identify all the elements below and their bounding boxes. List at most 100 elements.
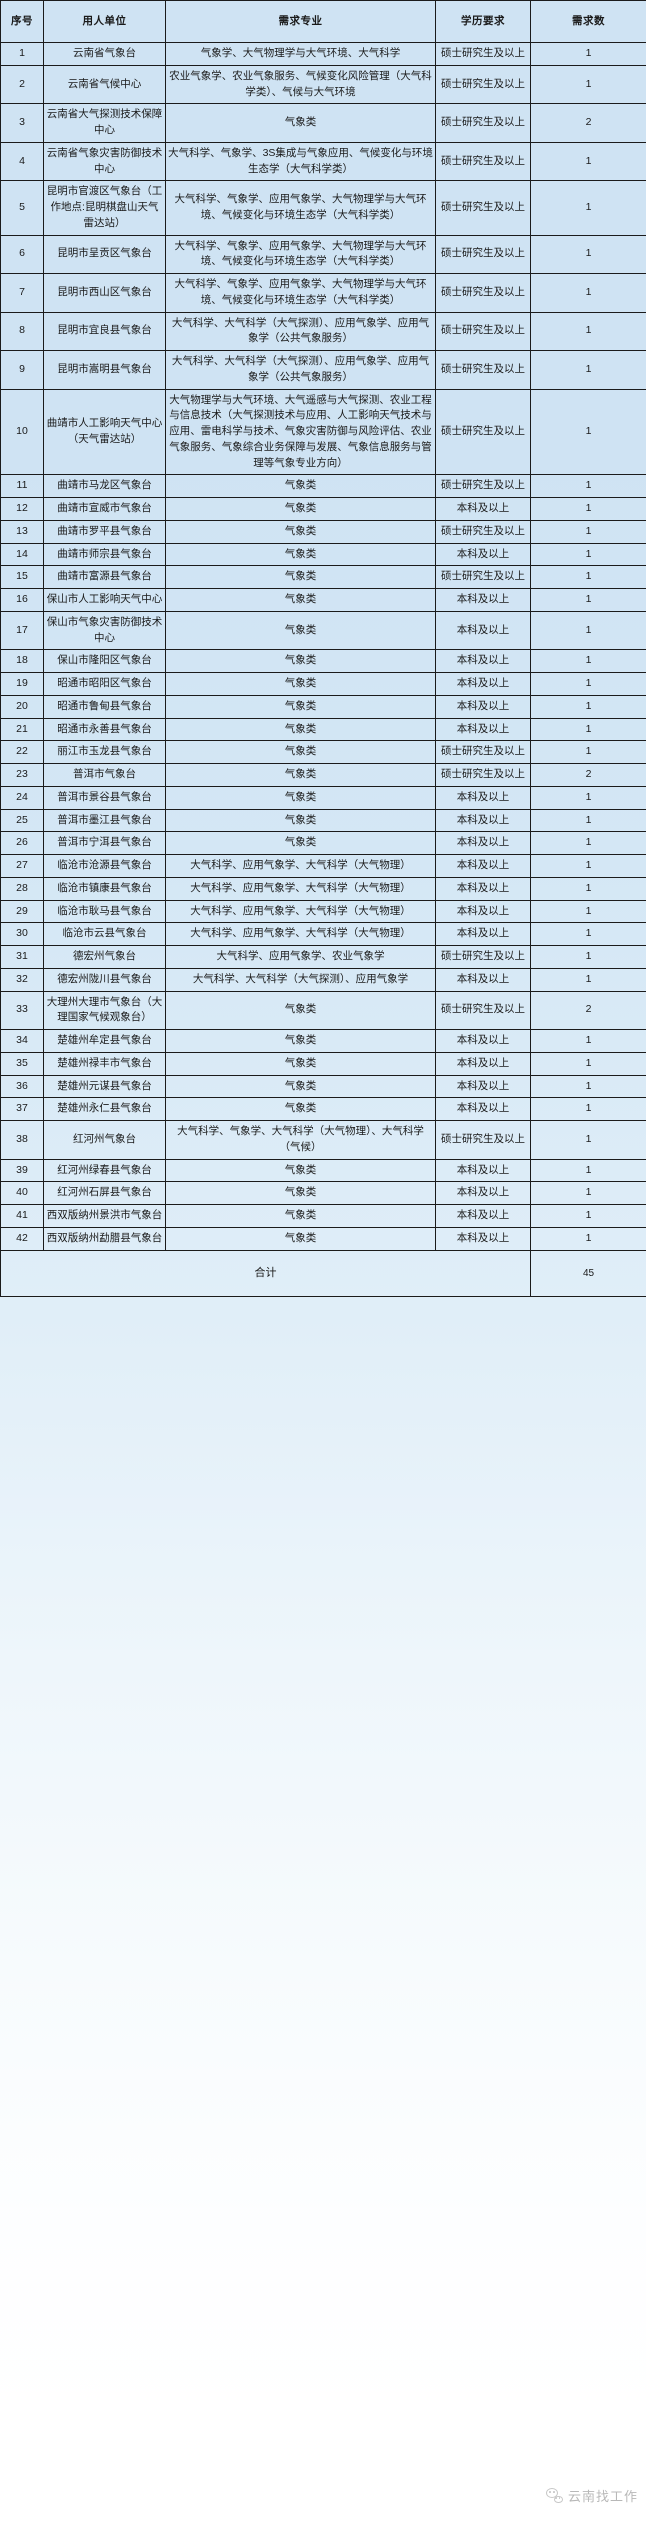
cell-edu: 本科及以上 <box>435 854 531 878</box>
cell-unit: 西双版纳州景洪市气象台 <box>43 1204 166 1228</box>
cell-index: 3 <box>0 103 44 143</box>
cell-quantity: 1 <box>530 1120 646 1160</box>
cell-edu: 本科及以上 <box>435 1181 531 1205</box>
cell-edu: 硕士研究生及以上 <box>435 141 531 182</box>
cell-major: 气象类 <box>165 717 436 742</box>
cell-quantity: 1 <box>530 899 646 924</box>
cell-unit: 昆明市宜良县气象台 <box>43 311 166 351</box>
cell-major: 气象类 <box>165 672 436 696</box>
cell-index: 11 <box>0 474 44 498</box>
table-row: 20 昭通市鲁甸县气象台 气象类 本科及以上 1 <box>0 694 646 719</box>
cell-unit: 西双版纳州勐腊县气象台 <box>43 1226 166 1251</box>
cell-unit: 保山市气象灾害防御技术中心 <box>43 610 166 651</box>
table-row: 33 大理州大理市气象台（大理国家气候观象台） 气象类 硕士研究生及以上 2 <box>0 990 646 1030</box>
cell-unit: 曲靖市人工影响天气中心（天气雷达站） <box>43 388 166 476</box>
cell-index: 38 <box>0 1120 44 1160</box>
cell-edu: 本科及以上 <box>435 1051 531 1076</box>
table-row: 7 昆明市西山区气象台 大气科学、气象学、应用气象学、大气物理学与大气环境、气候变化… <box>0 273 646 313</box>
cell-quantity: 1 <box>530 1226 646 1251</box>
cell-unit: 昆明市官渡区气象台（工作地点:昆明棋盘山天气雷达站） <box>43 180 166 236</box>
cell-quantity: 1 <box>530 922 646 946</box>
cell-quantity: 1 <box>530 42 646 66</box>
cell-major: 气象类 <box>165 831 436 855</box>
cell-unit: 保山市隆阳区气象台 <box>43 649 166 673</box>
cell-quantity: 1 <box>530 180 646 236</box>
cell-edu: 硕士研究生及以上 <box>435 740 531 764</box>
header-major: 需求专业 <box>165 0 436 43</box>
cell-unit: 临沧市云县气象台 <box>43 922 166 946</box>
cell-edu: 硕士研究生及以上 <box>435 350 531 390</box>
cell-major: 大气科学、应用气象学、大气科学（大气物理） <box>165 876 436 901</box>
cell-quantity: 1 <box>530 831 646 855</box>
cell-quantity: 2 <box>530 990 646 1030</box>
cell-index: 23 <box>0 763 44 787</box>
table-row: 10 曲靖市人工影响天气中心（天气雷达站） 大气物理学与大气环境、大气遥感与大气探测… <box>0 388 646 476</box>
cell-major: 气象类 <box>165 694 436 719</box>
cell-major: 气象类 <box>165 808 436 833</box>
table-row: 25 普洱市墨江县气象台 气象类 本科及以上 1 <box>0 808 646 833</box>
table-row: 23 普洱市气象台 气象类 硕士研究生及以上 2 <box>0 763 646 787</box>
cell-unit: 昭通市永善县气象台 <box>43 717 166 742</box>
cell-major: 大气科学、气象学、3S集成与气象应用、气候变化与环境生态学（大气科学类） <box>165 141 436 182</box>
cell-quantity: 2 <box>530 763 646 787</box>
cell-index: 26 <box>0 831 44 855</box>
cell-index: 1 <box>0 42 44 66</box>
recruitment-table: 序号 用人单位 需求专业 学历要求 需求数 1 云南省气象台 气象学、大气物理学与大… <box>0 0 646 1297</box>
cell-index: 42 <box>0 1226 44 1251</box>
cell-edu: 本科及以上 <box>435 694 531 719</box>
table-body: 1 云南省气象台 气象学、大气物理学与大气环境、大气科学 硕士研究生及以上 1 2 云南省气… <box>0 42 646 1251</box>
cell-unit: 德宏州陇川县气象台 <box>43 967 166 992</box>
table-row: 2 云南省气候中心 农业气象学、农业气象服务、气候变化风险管理（大气科学类）、气候与… <box>0 64 646 105</box>
table-row: 4 云南省气象灾害防御技术中心 大气科学、气象学、3S集成与气象应用、气候变化与环境… <box>0 141 646 182</box>
cell-major: 气象类 <box>165 1029 436 1053</box>
cell-unit: 曲靖市马龙区气象台 <box>43 474 166 498</box>
table-row: 18 保山市隆阳区气象台 气象类 本科及以上 1 <box>0 649 646 673</box>
cell-index: 36 <box>0 1074 44 1099</box>
cell-edu: 本科及以上 <box>435 1158 531 1183</box>
cell-unit: 云南省大气探测技术保障中心 <box>43 103 166 143</box>
cell-unit: 昆明市嵩明县气象台 <box>43 350 166 390</box>
cell-major: 大气科学、大气科学（大气探测）、应用气象学 <box>165 967 436 992</box>
cell-index: 27 <box>0 854 44 878</box>
table-row: 3 云南省大气探测技术保障中心 气象类 硕士研究生及以上 2 <box>0 103 646 143</box>
cell-index: 35 <box>0 1051 44 1076</box>
cell-major: 气象类 <box>165 1204 436 1228</box>
cell-edu: 本科及以上 <box>435 967 531 992</box>
cell-index: 6 <box>0 234 44 274</box>
cell-quantity: 1 <box>530 350 646 390</box>
table-header: 序号 用人单位 需求专业 学历要求 需求数 <box>0 0 646 43</box>
cell-edu: 硕士研究生及以上 <box>435 565 531 589</box>
cell-edu: 硕士研究生及以上 <box>435 763 531 787</box>
cell-unit: 曲靖市富源县气象台 <box>43 565 166 589</box>
watermark: 云南找工作 <box>545 2486 638 2505</box>
cell-index: 33 <box>0 990 44 1030</box>
cell-quantity: 1 <box>530 610 646 651</box>
total-label: 合计 <box>0 1249 531 1297</box>
cell-index: 12 <box>0 497 44 521</box>
cell-major: 大气科学、气象学、大气科学（大气物理）、大气科学（气候） <box>165 1120 436 1160</box>
cell-index: 22 <box>0 740 44 764</box>
table-row: 5 昆明市官渡区气象台（工作地点:昆明棋盘山天气雷达站） 大气科学、气象学、应用气象… <box>0 180 646 236</box>
cell-edu: 本科及以上 <box>435 831 531 855</box>
cell-major: 大气科学、应用气象学、大气科学（大气物理） <box>165 899 436 924</box>
cell-major: 气象类 <box>165 542 436 567</box>
cell-unit: 楚雄州禄丰市气象台 <box>43 1051 166 1076</box>
cell-edu: 硕士研究生及以上 <box>435 519 531 544</box>
cell-index: 37 <box>0 1097 44 1121</box>
cell-unit: 昆明市呈贡区气象台 <box>43 234 166 274</box>
cell-index: 39 <box>0 1158 44 1183</box>
cell-edu: 本科及以上 <box>435 1204 531 1228</box>
header-unit: 用人单位 <box>43 0 166 43</box>
wechat-icon <box>545 2488 563 2503</box>
cell-unit: 普洱市气象台 <box>43 763 166 787</box>
cell-unit: 楚雄州元谋县气象台 <box>43 1074 166 1099</box>
header-qty: 需求数 <box>530 0 646 43</box>
cell-unit: 大理州大理市气象台（大理国家气候观象台） <box>43 990 166 1030</box>
cell-major: 气象类 <box>165 785 436 810</box>
cell-unit: 云南省气象台 <box>43 42 166 66</box>
cell-index: 19 <box>0 672 44 696</box>
cell-quantity: 1 <box>530 588 646 612</box>
cell-edu: 本科及以上 <box>435 1226 531 1251</box>
cell-major: 大气科学、气象学、应用气象学、大气物理学与大气环境、气候变化与环境生态学（大气科… <box>165 234 436 274</box>
